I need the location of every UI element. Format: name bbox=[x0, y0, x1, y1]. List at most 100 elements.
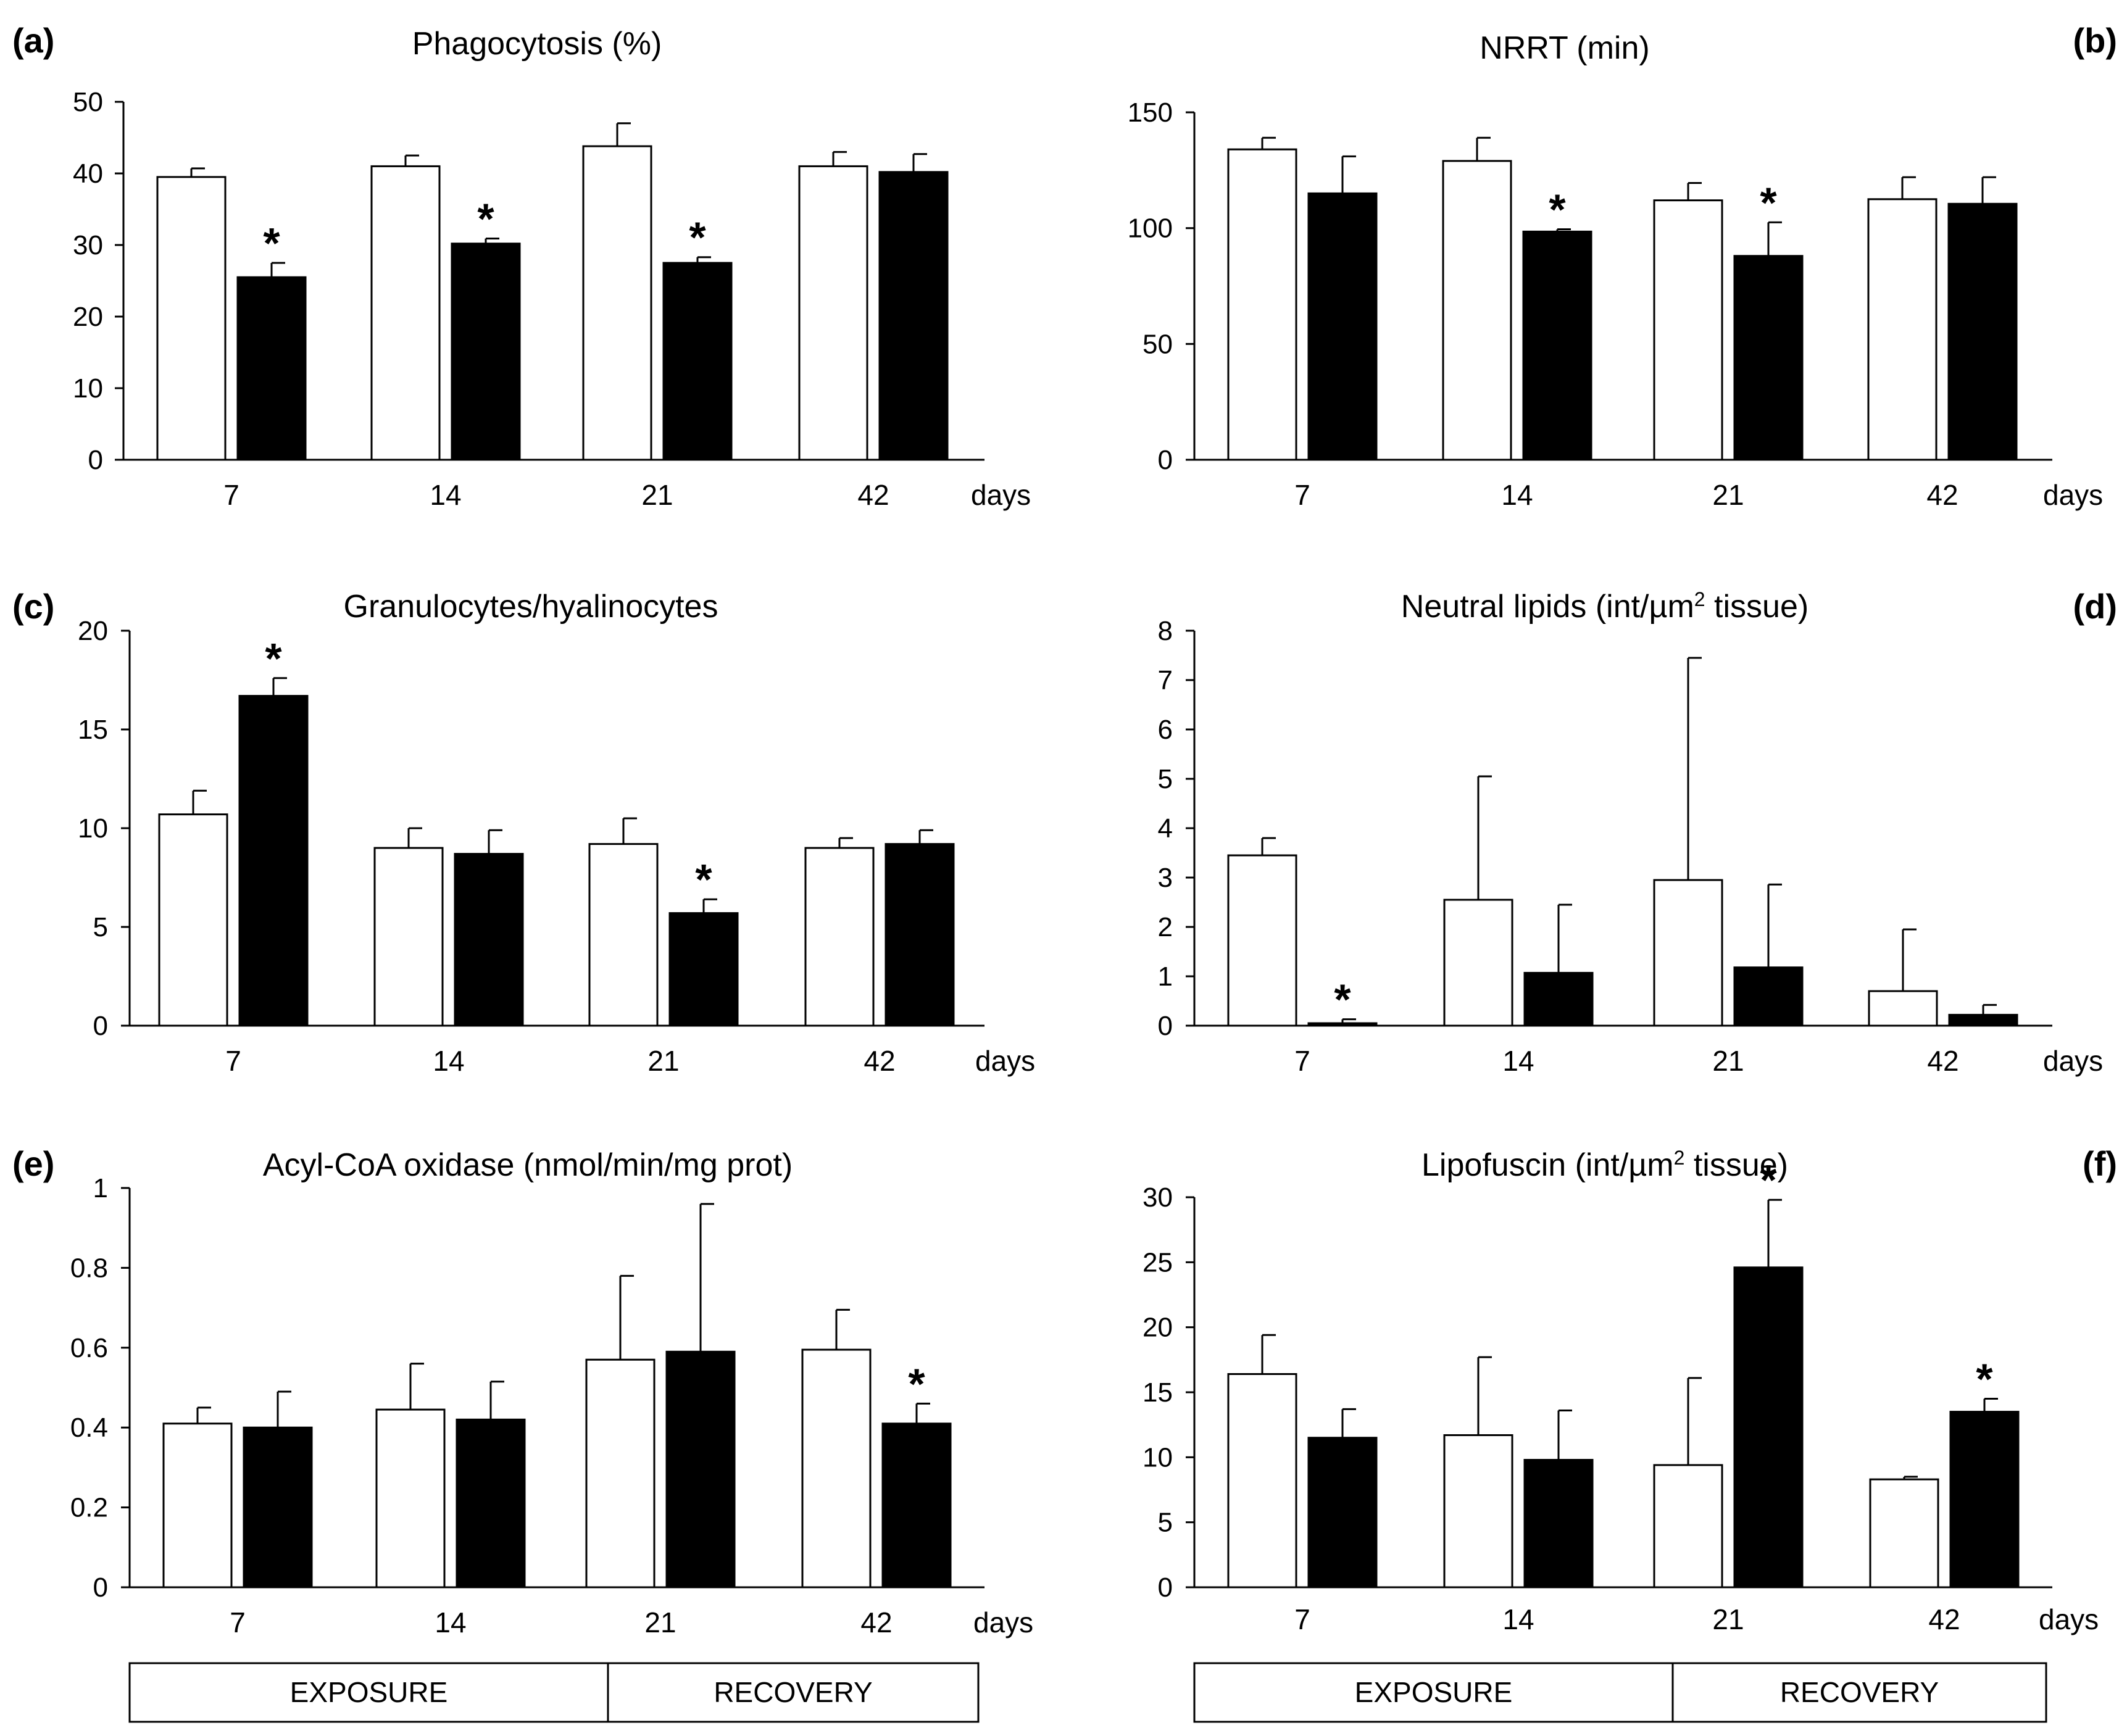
chart-title: Lipofuscin (int/µm2 tissue) bbox=[1421, 1147, 1788, 1183]
y-tick-label: 0.8 bbox=[70, 1253, 108, 1283]
exposed-bar-day-7 bbox=[1307, 192, 1378, 461]
control-bar-day-21 bbox=[1653, 879, 1723, 1027]
x-category-label: 7 bbox=[1294, 1603, 1310, 1635]
x-category-label: 14 bbox=[433, 1045, 464, 1077]
x-category-label: 21 bbox=[644, 1606, 676, 1638]
y-tick-label: 15 bbox=[1143, 1377, 1173, 1408]
significance-star: * bbox=[908, 1360, 925, 1408]
x-category-label: 21 bbox=[641, 479, 673, 511]
significance-star: * bbox=[1976, 1355, 1993, 1403]
x-category-label: 14 bbox=[430, 479, 461, 511]
x-category-label: 7 bbox=[1294, 1045, 1310, 1077]
y-tick-label: 20 bbox=[78, 616, 108, 646]
chart-panel-c: (c) Granulocytes/hyalinocytes 0 5 10 15 20 * 7 14… bbox=[12, 587, 1035, 1077]
control-bar-day-7 bbox=[1227, 854, 1297, 1027]
x-category-label: 21 bbox=[1712, 479, 1744, 511]
exposed-bar-day-42 bbox=[1948, 1013, 2018, 1027]
exposed-bar-day-21 bbox=[668, 912, 739, 1027]
chart-title: Granulocytes/hyalinocytes bbox=[344, 589, 718, 625]
y-tick-label: 50 bbox=[73, 87, 103, 117]
phase-box-e: EXPOSURE RECOVERY bbox=[128, 1662, 980, 1723]
x-category-label: 7 bbox=[230, 1606, 246, 1638]
exposed-bar-day-7 bbox=[1307, 1437, 1378, 1589]
x-category-label: 42 bbox=[1926, 479, 1958, 511]
y-tick-label: 0 bbox=[1158, 1572, 1173, 1603]
chart-panel-e: (e) Acyl-CoA oxidase (nmol/min/mg prot) 0 0… bbox=[12, 1144, 1033, 1638]
x-axis-unit-label: days bbox=[2043, 1045, 2103, 1077]
recovery-label: RECOVERY bbox=[714, 1676, 872, 1708]
chart-title-main: Granulocytes/hyalinocytes bbox=[344, 589, 718, 625]
x-category-label: 42 bbox=[860, 1606, 892, 1638]
control-bar-day-7 bbox=[156, 176, 227, 461]
x-category-label: 14 bbox=[1501, 479, 1533, 511]
exposed-bar-day-7 bbox=[236, 276, 307, 461]
significance-star: * bbox=[263, 219, 280, 267]
y-tick-label: 100 bbox=[1128, 214, 1173, 244]
control-bar-day-7 bbox=[1227, 1373, 1297, 1589]
x-category-label: 7 bbox=[223, 479, 239, 511]
exposed-bar-day-42 bbox=[878, 171, 949, 461]
exposed-bar-day-7 bbox=[1307, 1022, 1378, 1027]
exposed-bar-day-14 bbox=[451, 243, 521, 461]
x-category-label: 14 bbox=[435, 1606, 466, 1638]
chart-panel-d: (d)Neutral lipids (int/µm2 tissue)012345… bbox=[1158, 587, 2117, 1077]
exposed-bar-day-21 bbox=[1733, 966, 1804, 1027]
x-axis-unit-label: days bbox=[2043, 479, 2103, 511]
chart-panel-f: (f) Lipofuscin (int/µm2 tissue) 0 5 10 15 20 25… bbox=[1143, 1144, 2117, 1635]
y-tick-label: 15 bbox=[78, 715, 108, 745]
chart-panel-b: (b) NRRT (min) 0 50 100 150 7 * 14 * 21 42 days bbox=[1128, 21, 2117, 511]
exposed-bar-day-42 bbox=[1947, 202, 2018, 461]
significance-star: * bbox=[1334, 976, 1351, 1024]
control-bar-day-42 bbox=[798, 165, 868, 461]
phase-box-f: EXPOSURE RECOVERY bbox=[1193, 1662, 2047, 1723]
control-bar-day-21 bbox=[1653, 199, 1723, 461]
control-bar-day-14 bbox=[370, 165, 441, 461]
chart-title: Phagocytosis (%) bbox=[412, 26, 662, 62]
x-category-label: 42 bbox=[864, 1045, 895, 1077]
x-category-label: 7 bbox=[225, 1045, 241, 1077]
exposed-bar-day-42 bbox=[881, 1422, 952, 1589]
chart-title: Acyl-CoA oxidase (nmol/min/mg prot) bbox=[263, 1147, 793, 1183]
x-category-label: 7 bbox=[1294, 479, 1310, 511]
y-tick-label: 10 bbox=[1143, 1442, 1173, 1472]
y-tick-label: 30 bbox=[1143, 1182, 1173, 1213]
exposed-bar-day-14 bbox=[1523, 1459, 1594, 1589]
y-tick-label: 0 bbox=[88, 445, 103, 475]
panel-letter: (c) bbox=[12, 587, 54, 626]
chart-panel-a: (a) Phagocytosis (%) 0 10 20 30 40 50 * 7 * 14 * 21 42… bbox=[12, 21, 1031, 511]
control-bar-day-14 bbox=[1442, 160, 1512, 461]
y-tick-label: 0.4 bbox=[70, 1413, 108, 1443]
phase-box-frame bbox=[1193, 1662, 2047, 1723]
control-bar-day-42 bbox=[804, 847, 875, 1027]
exposed-bar-day-7 bbox=[243, 1426, 313, 1589]
control-bar-day-14 bbox=[373, 847, 444, 1027]
y-tick-label: 5 bbox=[93, 912, 108, 942]
chart-title-main: Acyl-CoA oxidase (nmol/min/mg prot) bbox=[263, 1147, 793, 1183]
chart-title-main: NRRT (min) bbox=[1480, 30, 1649, 66]
significance-star: * bbox=[689, 214, 706, 262]
control-bar-day-14 bbox=[1443, 1434, 1513, 1589]
control-bar-day-7 bbox=[162, 1422, 233, 1589]
y-tick-label: 3 bbox=[1158, 863, 1173, 893]
significance-star: * bbox=[265, 634, 282, 683]
exposure-label: EXPOSURE bbox=[290, 1676, 448, 1708]
panel-letter: (e) bbox=[12, 1144, 54, 1183]
phase-box-frame bbox=[128, 1662, 980, 1723]
x-category-label: 21 bbox=[1712, 1603, 1744, 1635]
control-bar-day-42 bbox=[801, 1348, 872, 1589]
chart-title-superscript: 2 bbox=[1674, 1147, 1685, 1169]
y-tick-label: 0 bbox=[93, 1011, 108, 1041]
y-tick-label: 25 bbox=[1143, 1247, 1173, 1277]
chart-title-main: Phagocytosis (%) bbox=[412, 26, 662, 62]
y-tick-label: 50 bbox=[1143, 329, 1173, 359]
exposure-label: EXPOSURE bbox=[1355, 1676, 1513, 1708]
y-tick-label: 5 bbox=[1158, 1508, 1173, 1538]
y-tick-label: 0 bbox=[1158, 445, 1173, 475]
y-tick-label: 2 bbox=[1158, 912, 1173, 942]
exposed-bar-day-14 bbox=[454, 853, 524, 1027]
exposed-bar-day-14 bbox=[456, 1418, 526, 1589]
y-tick-label: 1 bbox=[1158, 961, 1173, 992]
y-tick-label: 4 bbox=[1158, 813, 1173, 844]
x-axis-unit-label: days bbox=[2039, 1603, 2099, 1635]
x-category-label: 21 bbox=[647, 1045, 679, 1077]
